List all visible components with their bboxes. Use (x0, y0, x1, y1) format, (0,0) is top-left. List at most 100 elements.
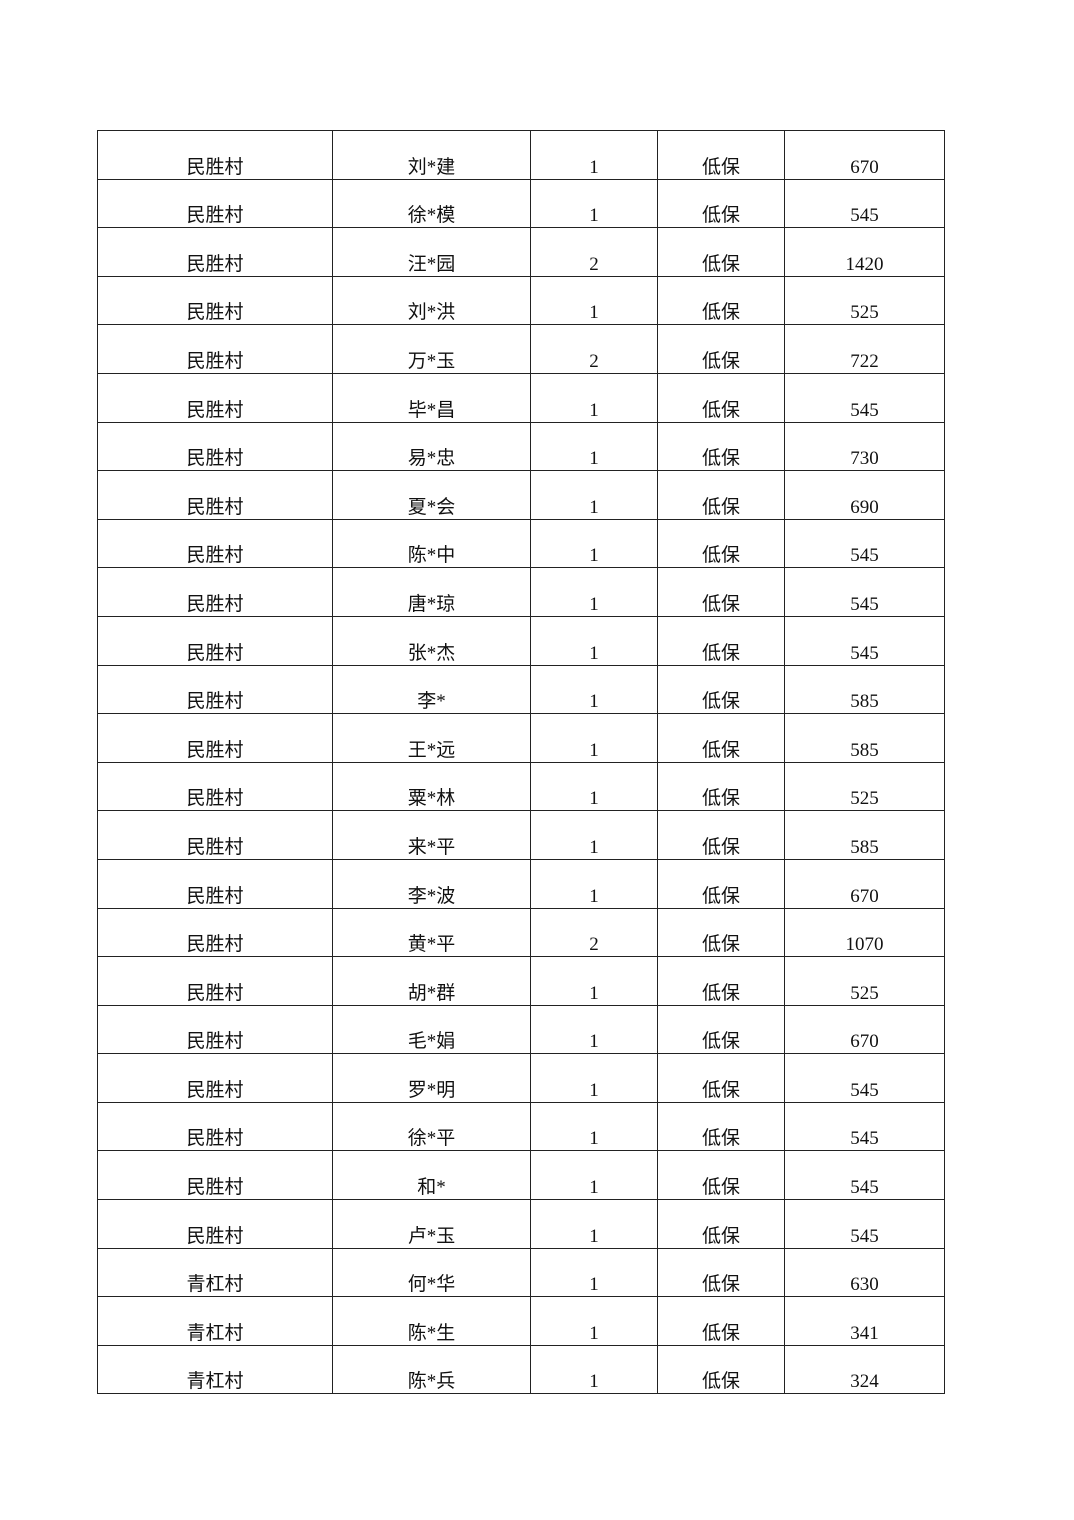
household-size-cell: 1 (530, 470, 658, 520)
village-cell: 民胜村 (97, 761, 333, 812)
amount-cell: 690 (784, 470, 945, 520)
amount-cell: 585 (784, 810, 945, 860)
village-cell: 民胜村 (97, 615, 333, 666)
aid-type-cell: 低保 (657, 1053, 785, 1103)
name-cell: 刘*建 (332, 130, 531, 180)
amount-cell: 545 (784, 615, 945, 666)
village-cell: 青杠村 (97, 1296, 333, 1346)
household-size-cell: 1 (530, 567, 658, 617)
aid-type-cell: 低保 (657, 178, 785, 229)
amount-cell: 545 (784, 372, 945, 423)
household-size-cell: 1 (530, 275, 658, 326)
table-row: 民胜村 李* 1 低保 585 (97, 664, 945, 715)
amount-cell: 324 (784, 1344, 945, 1395)
name-cell: 卢*玉 (332, 1199, 531, 1249)
name-cell: 张*杰 (332, 615, 531, 666)
household-size-cell: 1 (530, 858, 658, 909)
aid-type-cell: 低保 (657, 275, 785, 326)
table-row: 民胜村 刘*建 1 低保 670 (97, 130, 945, 180)
household-size-cell: 1 (530, 1101, 658, 1152)
amount-cell: 341 (784, 1296, 945, 1346)
village-cell: 民胜村 (97, 956, 333, 1006)
household-size-cell: 1 (530, 130, 658, 180)
aid-type-cell: 低保 (657, 615, 785, 666)
table-row: 青杠村 陈*生 1 低保 341 (97, 1296, 945, 1346)
village-cell: 民胜村 (97, 858, 333, 909)
aid-type-cell: 低保 (657, 956, 785, 1006)
household-size-cell: 1 (530, 1344, 658, 1395)
name-cell: 徐*模 (332, 178, 531, 229)
amount-cell: 670 (784, 1004, 945, 1055)
village-cell: 民胜村 (97, 275, 333, 326)
name-cell: 黄*平 (332, 907, 531, 958)
amount-cell: 670 (784, 130, 945, 180)
table-row: 民胜村 来*平 1 低保 585 (97, 810, 945, 860)
aid-type-cell: 低保 (657, 567, 785, 617)
name-cell: 陈*兵 (332, 1344, 531, 1395)
name-cell: 陈*中 (332, 518, 531, 569)
name-cell: 胡*群 (332, 956, 531, 1006)
household-size-cell: 2 (530, 227, 658, 277)
household-size-cell: 1 (530, 178, 658, 229)
aid-type-cell: 低保 (657, 1199, 785, 1249)
village-cell: 民胜村 (97, 518, 333, 569)
aid-type-cell: 低保 (657, 761, 785, 812)
name-cell: 毕*昌 (332, 372, 531, 423)
amount-cell: 545 (784, 518, 945, 569)
household-size-cell: 1 (530, 1247, 658, 1298)
table-row: 民胜村 唐*琼 1 低保 545 (97, 567, 945, 617)
amount-cell: 670 (784, 858, 945, 909)
household-size-cell: 1 (530, 615, 658, 666)
aid-type-cell: 低保 (657, 1296, 785, 1346)
household-size-cell: 1 (530, 421, 658, 472)
amount-cell: 545 (784, 1101, 945, 1152)
aid-type-cell: 低保 (657, 1344, 785, 1395)
village-cell: 民胜村 (97, 324, 333, 374)
household-size-cell: 1 (530, 1004, 658, 1055)
aid-type-cell: 低保 (657, 1004, 785, 1055)
amount-cell: 545 (784, 1199, 945, 1249)
name-cell: 唐*琼 (332, 567, 531, 617)
village-cell: 民胜村 (97, 178, 333, 229)
aid-type-cell: 低保 (657, 810, 785, 860)
amount-cell: 525 (784, 956, 945, 1006)
household-size-cell: 1 (530, 372, 658, 423)
amount-cell: 545 (784, 178, 945, 229)
aid-type-cell: 低保 (657, 227, 785, 277)
village-cell: 民胜村 (97, 907, 333, 958)
village-cell: 民胜村 (97, 1150, 333, 1201)
amount-cell: 525 (784, 275, 945, 326)
household-size-cell: 1 (530, 664, 658, 715)
aid-type-cell: 低保 (657, 324, 785, 374)
village-cell: 民胜村 (97, 567, 333, 617)
household-size-cell: 2 (530, 324, 658, 374)
name-cell: 刘*洪 (332, 275, 531, 326)
amount-cell: 545 (784, 1053, 945, 1103)
name-cell: 李*波 (332, 858, 531, 909)
table-row: 民胜村 徐*模 1 低保 545 (97, 178, 945, 229)
household-size-cell: 1 (530, 1053, 658, 1103)
table-row: 民胜村 王*远 1 低保 585 (97, 713, 945, 763)
table-row: 民胜村 李*波 1 低保 670 (97, 858, 945, 909)
name-cell: 王*远 (332, 713, 531, 763)
household-size-cell: 1 (530, 761, 658, 812)
village-cell: 民胜村 (97, 1101, 333, 1152)
amount-cell: 525 (784, 761, 945, 812)
name-cell: 何*华 (332, 1247, 531, 1298)
village-cell: 民胜村 (97, 1199, 333, 1249)
table-row: 民胜村 卢*玉 1 低保 545 (97, 1199, 945, 1249)
table-row: 民胜村 粟*林 1 低保 525 (97, 761, 945, 812)
amount-cell: 1420 (784, 227, 945, 277)
amount-cell: 585 (784, 664, 945, 715)
household-size-cell: 2 (530, 907, 658, 958)
village-cell: 民胜村 (97, 1004, 333, 1055)
household-size-cell: 1 (530, 810, 658, 860)
village-cell: 民胜村 (97, 372, 333, 423)
amount-cell: 585 (784, 713, 945, 763)
amount-cell: 722 (784, 324, 945, 374)
table-row: 民胜村 黄*平 2 低保 1070 (97, 907, 945, 958)
beneficiary-table: 民胜村 刘*建 1 低保 670 民胜村 徐*模 1 低保 545 民胜村 汪*园 2 低保 1420 民胜村… (97, 130, 945, 1395)
name-cell: 罗*明 (332, 1053, 531, 1103)
name-cell: 夏*会 (332, 470, 531, 520)
amount-cell: 630 (784, 1247, 945, 1298)
